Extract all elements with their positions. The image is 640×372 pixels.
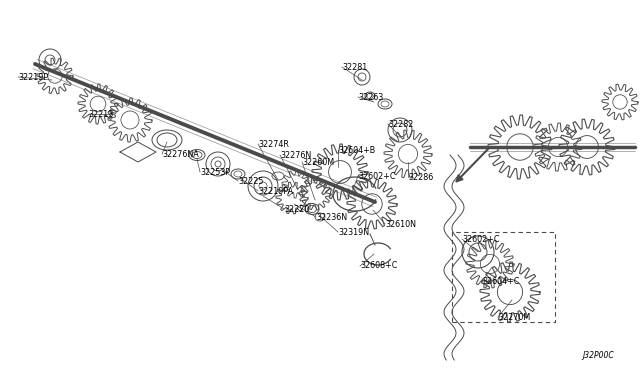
Text: 32604+C: 32604+C (482, 278, 520, 286)
Text: 32274R: 32274R (258, 140, 289, 148)
Text: 32286: 32286 (408, 173, 433, 182)
Text: 32281: 32281 (342, 62, 367, 71)
Text: 32236N: 32236N (316, 212, 347, 221)
Text: 32602+C: 32602+C (358, 171, 396, 180)
Text: 32608+C: 32608+C (360, 262, 397, 270)
Text: 32270M: 32270M (498, 312, 531, 321)
Text: 32260M: 32260M (302, 157, 334, 167)
Text: 32213: 32213 (88, 109, 113, 119)
Text: 32219P: 32219P (18, 73, 48, 81)
Text: 32602+C: 32602+C (462, 234, 499, 244)
Text: J32P00C: J32P00C (582, 351, 614, 360)
Text: 32319N: 32319N (338, 228, 369, 237)
Text: 32220: 32220 (284, 205, 309, 214)
Text: 32219PA: 32219PA (258, 186, 293, 196)
Text: 32263: 32263 (358, 93, 383, 102)
Text: 32610N: 32610N (385, 219, 416, 228)
Text: 32282: 32282 (388, 119, 413, 128)
Text: 32604+B: 32604+B (338, 145, 375, 154)
Text: 32253P: 32253P (200, 167, 230, 176)
Text: 32276N: 32276N (280, 151, 311, 160)
Text: 32225: 32225 (238, 176, 264, 186)
Text: 32276NA: 32276NA (162, 150, 199, 158)
